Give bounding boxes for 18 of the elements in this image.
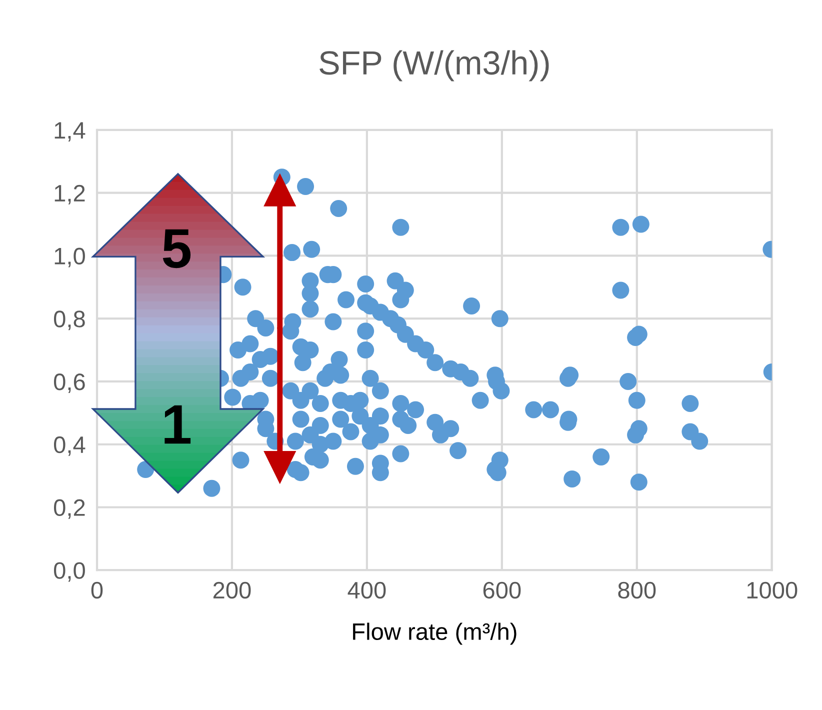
x-tick-label: 0 <box>91 582 103 599</box>
y-tick-label: 1,4 <box>54 122 86 142</box>
y-tick-label: 0,8 <box>54 310 85 330</box>
x-tick-label: 800 <box>618 582 656 599</box>
x-tick-label: 600 <box>483 582 521 599</box>
y-tick-label: 0,4 <box>54 436 86 456</box>
annotation: 5 <box>162 229 191 268</box>
x-tick-label: 200 <box>213 582 251 599</box>
y-tick-label: 1,2 <box>54 184 85 204</box>
x-tick-label: 400 <box>348 582 386 599</box>
annotation: 1 <box>164 405 191 444</box>
y-tick-label: 0,0 <box>54 562 85 582</box>
y-tick-label: 1,0 <box>54 248 85 268</box>
x-tick-label: 1000 <box>747 582 798 599</box>
y-tick-label: 0,2 <box>54 499 85 519</box>
y-tick-label: 0,6 <box>54 374 85 394</box>
x-axis-title: Flow rate (m³/h) <box>353 622 516 645</box>
chart-title: SFP (W/(m3/h)) <box>320 50 549 82</box>
